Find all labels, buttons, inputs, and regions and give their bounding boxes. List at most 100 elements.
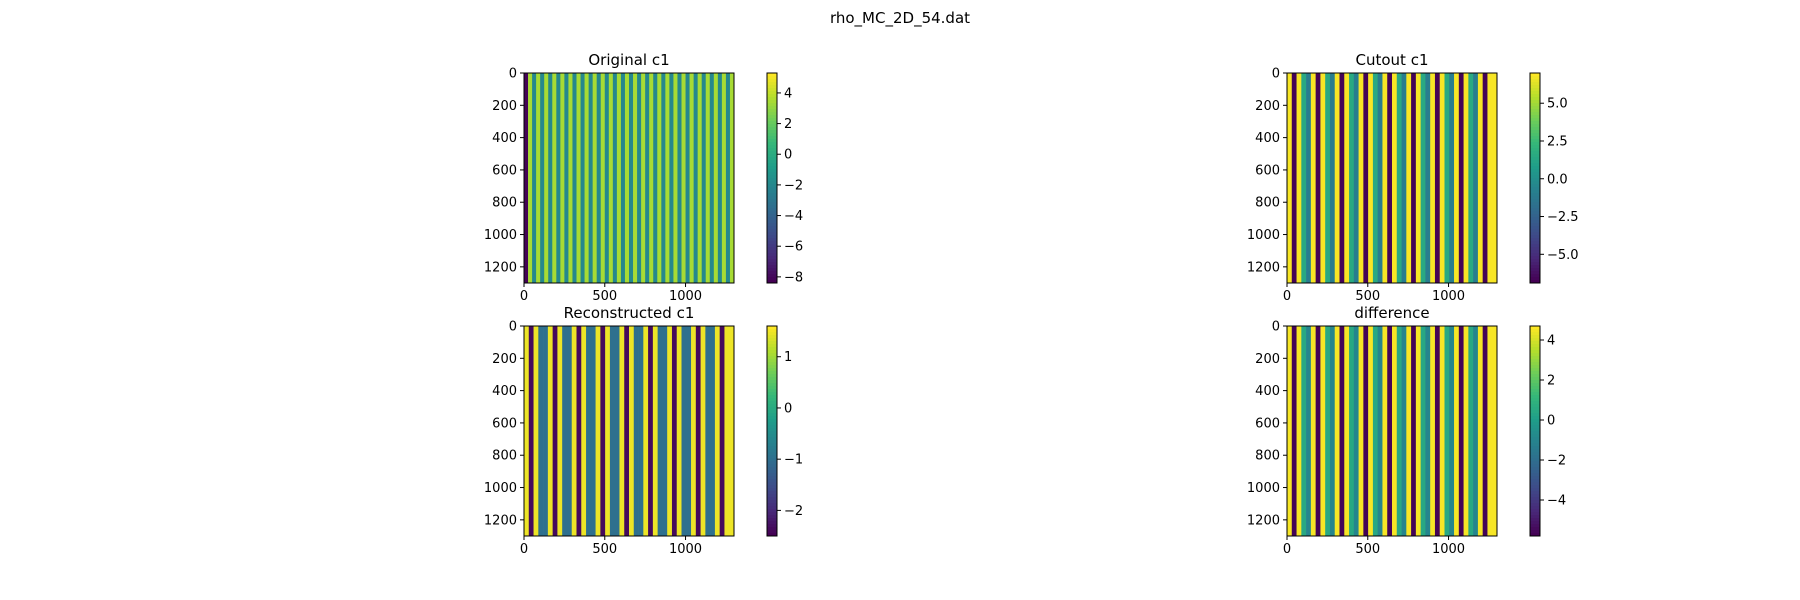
colorbar-segment: [1530, 380, 1540, 384]
colorbar-segment: [767, 112, 777, 116]
heatmap-column: [624, 326, 630, 536]
colorbar-segment: [1530, 91, 1540, 95]
heatmap-column: [524, 326, 530, 536]
colorbar-segment: [1530, 85, 1540, 89]
colorbar-segment: [1530, 374, 1540, 378]
colorbar-segment: [767, 121, 777, 125]
heatmap-column: [1296, 326, 1302, 536]
colorbar-tick-label: 4: [1547, 334, 1555, 349]
heatmap-column: [693, 73, 699, 283]
heatmap-column: [543, 326, 549, 536]
y-tick-label: 600: [492, 163, 517, 178]
heatmap-column: [1372, 73, 1379, 283]
heatmap-column: [714, 326, 721, 536]
heatmap-column: [547, 326, 553, 536]
heatmap-column: [548, 73, 553, 283]
heatmap-column: [1492, 326, 1498, 536]
heatmap-column: [1306, 326, 1312, 536]
heatmap-column: [1301, 326, 1307, 536]
y-tick-label: 1200: [1247, 513, 1280, 528]
colorbar-segment: [767, 184, 777, 188]
colorbar-tick-label: −2: [784, 504, 803, 519]
colorbar-tick-label: 2: [784, 117, 792, 132]
colorbar-segment: [1530, 485, 1540, 489]
colorbar-tick-label: −5.0: [1547, 248, 1579, 263]
heatmap-column: [1434, 326, 1441, 536]
heatmap-column: [1415, 326, 1421, 536]
colorbar-segment: [1530, 217, 1540, 221]
colorbar-segment: [767, 431, 777, 435]
heatmap-column: [560, 73, 565, 283]
x-tick-label: 500: [592, 289, 617, 304]
colorbar-segment: [1530, 220, 1540, 224]
colorbar-segment: [767, 476, 777, 480]
colorbar-segment: [767, 82, 777, 86]
y-tick-label: 400: [492, 384, 517, 399]
colorbar-segment: [767, 506, 777, 510]
colorbar-segment: [767, 422, 777, 426]
colorbar-segment: [767, 220, 777, 224]
heatmap-column: [1477, 326, 1484, 536]
x-tick-label: 500: [592, 542, 617, 557]
heatmap-column: [609, 326, 616, 536]
colorbar-segment: [767, 443, 777, 447]
colorbar-segment: [1530, 97, 1540, 101]
y-tick-label: 1000: [1247, 228, 1280, 243]
y-tick-label: 800: [492, 196, 517, 211]
subplot-3: Reconstructed c1 0 500 1000 0 200 400 600 800 100…: [484, 304, 803, 557]
colorbar-segment: [1530, 118, 1540, 122]
colorbar-tick-label: −2.5: [1547, 210, 1579, 225]
colorbar-tick-label: 0.0: [1547, 172, 1568, 187]
heatmap-column: [540, 73, 545, 283]
colorbar-segment: [1530, 163, 1540, 167]
colorbar-tick-label: 2: [1547, 374, 1555, 389]
colorbar-tick-label: −2: [1547, 454, 1566, 469]
colorbar-segment: [767, 407, 777, 411]
plot-frame: [1286, 325, 1498, 537]
heatmap-column: [1358, 73, 1364, 283]
colorbar-segment: [1530, 112, 1540, 116]
figure-title: rho_MC_2D_54.dat: [830, 9, 970, 28]
heatmap-column: [1482, 73, 1488, 283]
colorbar-tick-label: −2: [784, 178, 803, 193]
heatmap-column: [620, 73, 626, 283]
colorbar-segment: [767, 238, 777, 242]
colorbar-segment: [767, 214, 777, 218]
heatmap-column: [1487, 326, 1493, 536]
heatmap: [1287, 73, 1498, 283]
heatmap-column: [552, 326, 558, 536]
colorbar-segment: [1530, 461, 1540, 465]
heatmap-column: [1430, 326, 1436, 536]
colorbar-segment: [1530, 250, 1540, 254]
colorbar-segment: [767, 401, 777, 405]
heatmap-column: [1315, 73, 1321, 283]
heatmap-column: [1401, 326, 1407, 536]
colorbar-segment: [1530, 449, 1540, 453]
heatmap-column: [1396, 326, 1402, 536]
colorbar-segment: [1530, 341, 1540, 345]
heatmap-column: [1454, 326, 1460, 536]
y-tick-label: 1000: [484, 228, 517, 243]
heatmap-column: [689, 73, 694, 283]
colorbar-segment: [1530, 515, 1540, 519]
heatmap-column: [1368, 73, 1374, 283]
heatmap-column: [1310, 326, 1316, 536]
heatmap-column: [1449, 326, 1455, 536]
heatmap-column: [595, 326, 601, 536]
heatmap-column: [1463, 73, 1469, 283]
heatmap-column: [571, 326, 577, 536]
heatmap-column: [643, 326, 649, 536]
colorbar-segment: [1530, 443, 1540, 447]
colorbar-segment: [767, 250, 777, 254]
colorbar-segment: [767, 497, 777, 501]
heatmap-column: [1425, 326, 1431, 536]
colorbar-tick-label: 0: [1547, 414, 1555, 429]
heatmap-column: [1396, 73, 1402, 283]
heatmap-column: [1287, 73, 1293, 283]
heatmap-column: [576, 73, 581, 283]
colorbar-segment: [1530, 226, 1540, 230]
colorbar-segment: [1530, 368, 1540, 372]
colorbar-segment: [1530, 115, 1540, 119]
colorbar-segment: [1530, 82, 1540, 86]
